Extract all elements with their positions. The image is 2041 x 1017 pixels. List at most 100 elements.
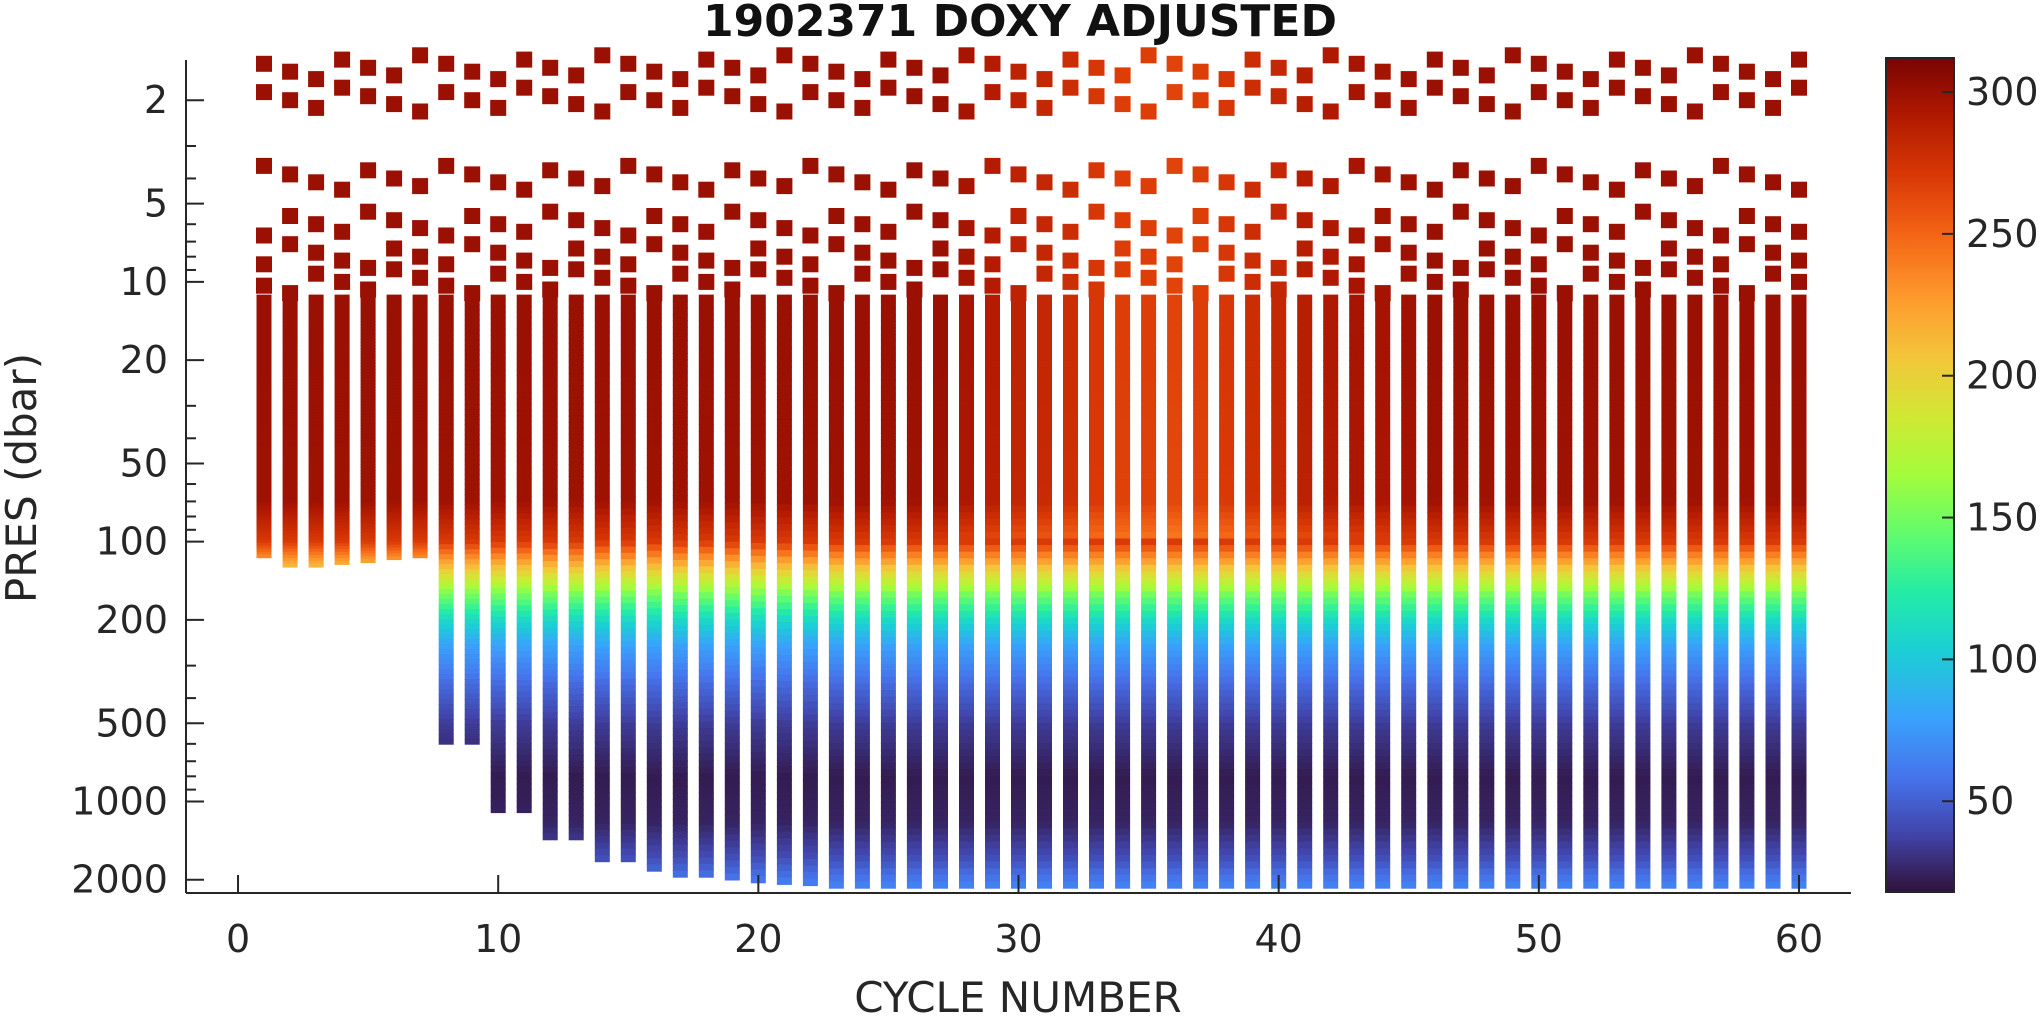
profile-segment (933, 690, 948, 698)
profile-segment (620, 395, 636, 403)
sample-point (1374, 92, 1391, 109)
profile-segment (1375, 624, 1391, 632)
profile-segment (360, 318, 376, 323)
profile-segment (802, 740, 818, 749)
profile-segment (906, 321, 922, 329)
profile-segment (1167, 327, 1183, 335)
profile-segment (594, 565, 610, 573)
profile-segment (854, 657, 870, 665)
profile-segment (750, 484, 766, 492)
profile-segment (959, 696, 974, 705)
sample-point (750, 67, 767, 84)
profile-segment (1453, 808, 1469, 817)
profile-segment (724, 795, 740, 803)
profile-segment (464, 733, 480, 740)
profile-segment (933, 584, 948, 593)
profile-segment (1011, 413, 1026, 421)
profile-segment (490, 559, 506, 566)
profile-segment (1011, 307, 1026, 316)
profile-segment (256, 396, 272, 401)
profile-segment (1193, 769, 1209, 777)
profile-segment (1219, 525, 1235, 533)
profile-segment (1271, 314, 1287, 322)
profile-segment (1401, 868, 1417, 876)
profile-segment (1245, 775, 1261, 784)
profile-segment (1115, 545, 1131, 553)
profile-segment (568, 597, 584, 605)
profile-segment (1349, 611, 1365, 619)
profile-segment (854, 624, 870, 632)
profile-segment (698, 521, 714, 529)
sample-point (1296, 212, 1313, 229)
profile-segment (1063, 828, 1078, 836)
profile-segment (1453, 347, 1469, 355)
profile-segment (1037, 386, 1052, 395)
profile-segment (1453, 650, 1469, 658)
profile-segment (906, 301, 922, 309)
sample-point (256, 55, 272, 72)
profile-segment (386, 427, 402, 431)
profile-segment (646, 582, 662, 590)
profile-segment (594, 754, 610, 762)
profile-segment (698, 792, 714, 801)
profile-segment (698, 857, 714, 865)
profile-segment (516, 467, 532, 474)
profile-segment (1323, 736, 1339, 744)
profile-segment (959, 729, 974, 738)
profile-segment (959, 709, 974, 718)
profile-segment (906, 861, 922, 869)
profile-segment (1245, 452, 1261, 461)
profile-segment (1089, 611, 1104, 619)
profile-segment (906, 624, 922, 632)
profile-segment (698, 488, 714, 496)
profile-segment (412, 382, 428, 386)
profile-segment (1141, 874, 1157, 883)
profile-segment (438, 439, 454, 446)
profile-segment (1401, 676, 1417, 685)
profile-segment (568, 639, 584, 647)
profile-segment (256, 361, 272, 366)
profile-segment (985, 551, 1000, 560)
profile-segment (750, 699, 766, 707)
profile-segment (724, 834, 740, 842)
profile-segment (490, 708, 506, 716)
profile-segment (1011, 795, 1026, 803)
profile-segment (1141, 340, 1157, 349)
profile-segment (620, 307, 636, 315)
profile-segment (1167, 307, 1183, 316)
profile-segment (1089, 466, 1104, 474)
profile-segment (334, 402, 350, 407)
profile-segment (959, 683, 974, 691)
profile-segment (1453, 393, 1469, 401)
profile-segment (412, 356, 428, 360)
profile-segment (906, 472, 922, 480)
profile-segment (1089, 327, 1104, 335)
profile-segment (1037, 327, 1052, 335)
profile-segment (1089, 367, 1104, 375)
profile-segment (1063, 446, 1078, 454)
profile-segment (672, 391, 688, 399)
profile-segment (516, 685, 532, 693)
profile-segment (620, 615, 636, 623)
profile-segment (1219, 874, 1235, 883)
profile-segment (1037, 683, 1052, 691)
profile-segment (438, 354, 454, 361)
profile-segment (386, 332, 402, 337)
profile-segment (438, 693, 454, 700)
profile-segment (1349, 736, 1365, 744)
profile-segment (1167, 624, 1183, 632)
profile-segment (464, 549, 480, 555)
profile-segment (698, 365, 714, 374)
profile-segment (1375, 413, 1391, 421)
profile-segment (256, 525, 272, 529)
profile-segment (542, 367, 558, 375)
profile-segment (620, 829, 636, 837)
profile-segment (1219, 848, 1235, 856)
profile-segment (1427, 802, 1443, 810)
profile-segment (1297, 386, 1313, 395)
profile-segment (256, 519, 272, 524)
profile-cycle-33 (1088, 59, 1105, 889)
profile-segment (516, 530, 532, 537)
profile-segment (334, 498, 350, 502)
profile-segment (646, 774, 662, 783)
